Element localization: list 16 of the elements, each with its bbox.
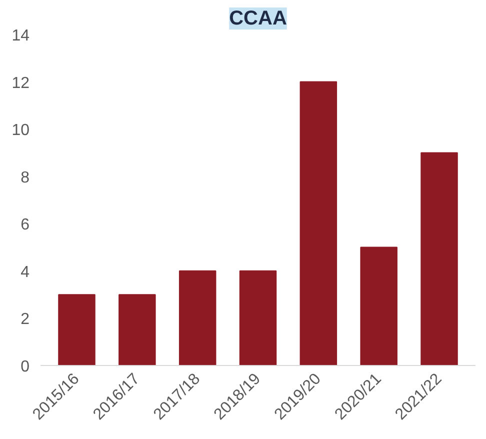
y-tick-label: 12 <box>12 74 30 92</box>
bar <box>58 294 96 366</box>
y-tick-label: 4 <box>20 264 30 281</box>
y-tick-label: 8 <box>20 169 30 186</box>
bar <box>239 270 277 366</box>
bar <box>360 246 398 366</box>
chart-title: CCAA <box>229 8 287 30</box>
y-tick-label: 14 <box>12 28 30 44</box>
y-tick-label: 6 <box>20 216 30 234</box>
y-tick-label: 0 <box>20 358 30 376</box>
bar <box>300 81 338 366</box>
y-tick-label: 2 <box>20 311 30 328</box>
bar <box>420 152 458 366</box>
y-tick-label: 10 <box>12 122 30 140</box>
bar <box>178 270 216 366</box>
bar <box>118 294 156 366</box>
